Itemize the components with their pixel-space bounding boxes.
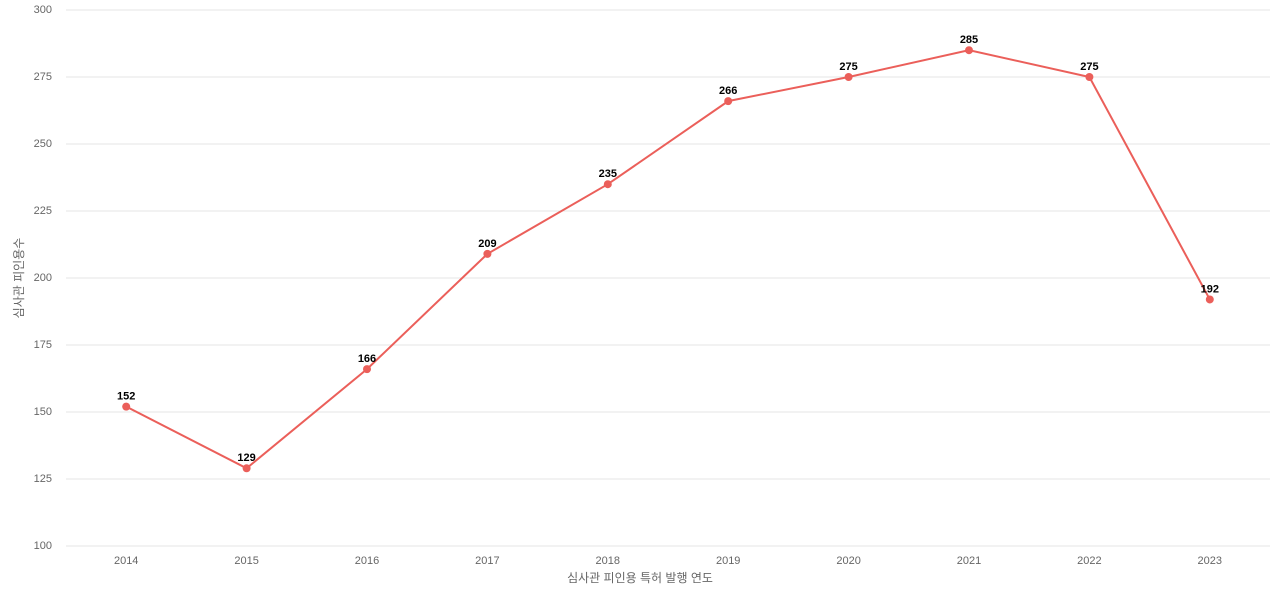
point bbox=[844, 73, 853, 81]
x-tick-label: 2021 bbox=[957, 555, 981, 567]
y-tick-label: 175 bbox=[34, 339, 52, 351]
x-tick-label: 2020 bbox=[836, 555, 860, 567]
x-tick-label: 2023 bbox=[1198, 555, 1222, 567]
x-axis-title: 심사관 피인용 특허 발행 연도 bbox=[567, 570, 713, 585]
y-tick-label: 200 bbox=[34, 272, 52, 284]
point bbox=[603, 180, 612, 189]
point bbox=[483, 249, 492, 258]
x-tick-label: 2014 bbox=[114, 555, 138, 567]
point bbox=[242, 464, 251, 473]
y-tick-label: 250 bbox=[34, 138, 52, 150]
y-tick-label: 125 bbox=[34, 473, 52, 485]
x-tick-label: 2022 bbox=[1077, 555, 1101, 567]
y-tick-label: 225 bbox=[34, 205, 52, 217]
value-label: 275 bbox=[1080, 61, 1098, 73]
y-tick-label: 275 bbox=[34, 71, 52, 83]
point bbox=[1085, 73, 1094, 81]
x-tick-label: 2018 bbox=[596, 555, 620, 567]
y-axis-title: 심사관 피인용수 bbox=[12, 238, 26, 319]
point bbox=[122, 402, 131, 411]
point bbox=[724, 97, 733, 106]
value-label: 275 bbox=[839, 61, 857, 73]
x-tick-label: 2015 bbox=[234, 555, 258, 567]
value-label: 266 bbox=[719, 85, 737, 97]
point bbox=[965, 46, 973, 55]
y-tick-label: 150 bbox=[34, 406, 52, 418]
value-label: 152 bbox=[117, 391, 135, 403]
value-label: 129 bbox=[237, 452, 255, 464]
value-label: 166 bbox=[358, 353, 376, 365]
point bbox=[363, 365, 371, 374]
value-label: 285 bbox=[960, 34, 978, 46]
value-label: 209 bbox=[478, 238, 496, 250]
value-label: 235 bbox=[599, 168, 617, 180]
point bbox=[1205, 295, 1214, 304]
line bbox=[125, 49, 1211, 470]
x-tick-label: 2016 bbox=[355, 555, 379, 567]
y-tick-label: 100 bbox=[34, 540, 52, 552]
x-tick-label: 2019 bbox=[716, 555, 740, 567]
y-tick-label: 300 bbox=[34, 4, 52, 16]
value-label: 192 bbox=[1201, 283, 1219, 295]
x-tick-label: 2017 bbox=[475, 555, 499, 567]
